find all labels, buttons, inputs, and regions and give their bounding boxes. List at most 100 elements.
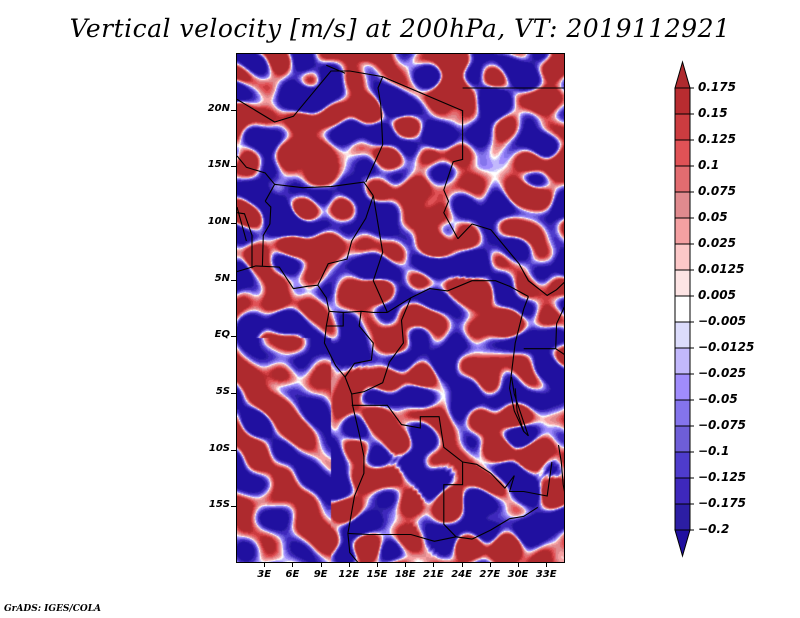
lon-tick-label: 6E (285, 569, 300, 580)
colorbar-label: −0.05 (698, 392, 738, 406)
colorbar-swatch (674, 451, 691, 479)
lon-tick-label: 33E (535, 569, 557, 580)
colorbar-swatch (674, 399, 691, 427)
lon-tick (320, 563, 322, 567)
boundary-line (344, 311, 374, 378)
colorbar-label: −0.005 (698, 314, 747, 328)
colorbar-swatch (674, 269, 691, 297)
lon-tick (292, 563, 294, 567)
colorbar-label: 0.125 (698, 132, 736, 146)
lat-tick (231, 166, 236, 168)
boundary-line (351, 297, 412, 395)
boundary-line (347, 532, 457, 542)
lat-tick (231, 506, 236, 508)
lon-tick (405, 563, 407, 567)
colorbar-swatch (674, 425, 691, 453)
lon-tick (264, 563, 266, 567)
boundary-line (326, 312, 344, 327)
lat-tick-label: 15S (208, 499, 230, 511)
colorbar-swatch (674, 113, 691, 141)
lon-tick (518, 563, 519, 567)
boundary-line (261, 200, 272, 266)
colorbar-swatch (674, 477, 691, 505)
colorbar-label: 0.1 (698, 158, 720, 172)
lon-tick (546, 563, 548, 567)
colorbar-label: −0.1 (698, 444, 730, 458)
lat-tick-label: 15N (207, 159, 230, 171)
lon-tick (377, 563, 378, 567)
boundary-line (471, 506, 539, 540)
boundary-line (264, 181, 374, 202)
map-plot-area (236, 53, 565, 563)
lon-tick (348, 563, 350, 567)
colorbar-swatch (674, 503, 691, 531)
lat-tick (231, 279, 236, 281)
colorbar-label: −0.125 (698, 470, 747, 484)
boundary-line (510, 376, 529, 437)
colorbar-label: −0.2 (698, 522, 730, 536)
boundary-line (237, 265, 365, 562)
lat-tick (231, 223, 236, 224)
lon-tick-label: 21E (423, 569, 444, 580)
lon-tick-label: 24E (451, 569, 472, 580)
colorbar-label: 0.025 (698, 236, 736, 250)
colorbar-label: 0.15 (698, 106, 728, 120)
boundary-line (351, 404, 473, 540)
colorbar-label: 0.0125 (698, 262, 745, 276)
boundary-line (237, 212, 253, 269)
colorbar-label: 0.05 (698, 210, 728, 224)
colorbar-label: 0.175 (698, 80, 736, 94)
lon-tick-label: 30E (507, 569, 529, 580)
colorbar-label: −0.025 (698, 366, 747, 380)
lat-tick (231, 393, 236, 394)
lat-tick-label: 5S (215, 386, 230, 397)
colorbar-swatch (674, 321, 691, 349)
boundary-line (237, 206, 247, 242)
colorbar-label: 0.075 (698, 184, 736, 198)
lon-tick-label: 18E (394, 569, 416, 580)
boundary-line (555, 306, 564, 349)
colorbar-bottom-arrow (674, 529, 691, 558)
boundary-line (509, 296, 529, 432)
lat-tick-label: 5N (214, 272, 230, 284)
boundary-line (372, 195, 388, 313)
lon-tick-label: 12E (338, 569, 360, 580)
boundary-line (462, 461, 553, 497)
colorbar-label: 0.005 (698, 288, 736, 302)
lat-tick (231, 109, 236, 111)
boundary-line (457, 223, 564, 297)
colorbar-swatch (674, 139, 691, 167)
colorbar-swatch (674, 217, 691, 245)
colorbar-swatch (674, 87, 691, 115)
lon-tick (461, 563, 463, 567)
boundary-line (237, 155, 276, 185)
colorbar-swatch (674, 295, 691, 323)
country-boundaries (237, 64, 564, 562)
colorbar-top-arrow (674, 60, 691, 89)
lat-tick-label: 10N (207, 216, 230, 227)
boundary-line (443, 116, 464, 239)
lon-tick-label: 9E (313, 569, 328, 580)
colorbar-swatch (674, 347, 691, 375)
boundary-line (387, 280, 529, 313)
vertical-velocity-shading (237, 54, 564, 562)
boundary-line (317, 195, 374, 286)
colorbar-swatch (674, 373, 691, 401)
colorbar-label: −0.0125 (698, 340, 755, 354)
colorbar-swatch (674, 243, 691, 271)
colorbar-swatch (674, 165, 691, 193)
lon-tick (489, 563, 491, 567)
lat-tick (231, 449, 236, 451)
boundary-line (557, 444, 564, 492)
colorbar-swatch (674, 191, 691, 219)
lat-tick-label: EQ (214, 329, 230, 341)
lon-tick-label: 3E (257, 569, 272, 580)
lat-tick (231, 336, 236, 338)
colorbar-label: −0.075 (698, 418, 747, 432)
lat-tick-label: 10S (208, 442, 230, 454)
boundary-line (365, 76, 384, 183)
lon-tick-label: 15E (366, 569, 388, 580)
lon-tick (433, 563, 435, 567)
chart-title: Vertical velocity [m/s] at 200hPa, VT: 2… (69, 14, 731, 43)
